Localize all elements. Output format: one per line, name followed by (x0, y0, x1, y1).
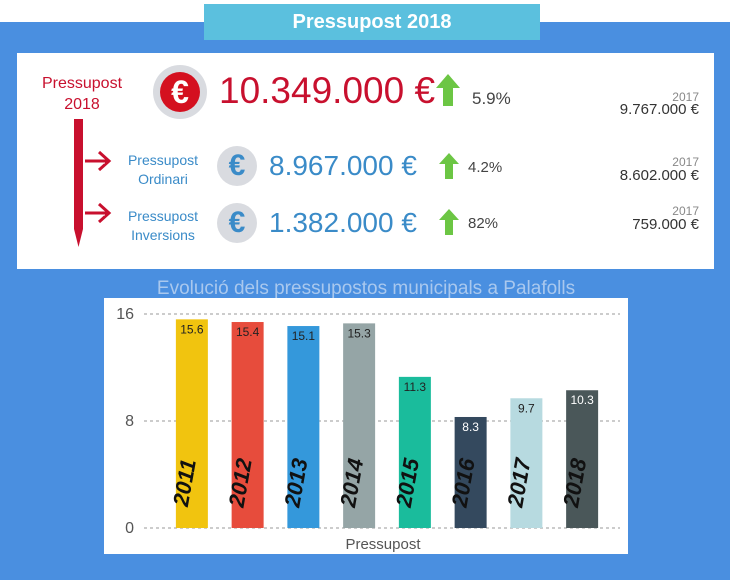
chart-title: Evolució dels pressupostos municipals a … (156, 278, 576, 299)
inversions-label-line1: Pressupost (127, 208, 199, 224)
bar (510, 398, 543, 528)
bar (398, 376, 431, 528)
up-arrow-icon (439, 209, 459, 235)
y-tick-label: 8 (125, 413, 134, 430)
euro-coin-icon: € (217, 203, 257, 243)
data-label: 9.7 (518, 401, 535, 415)
up-arrow-icon (436, 74, 460, 106)
main-budget-amount: 10.349.000 € (219, 70, 436, 111)
main-budget-label: Pressupost 2018 (37, 73, 127, 115)
bar (343, 323, 376, 528)
data-label: 11.3 (404, 380, 427, 394)
breakdown-connector-icon (74, 119, 112, 247)
ordinari-prev-amount: 8.602.000 € (619, 167, 699, 184)
inversions-label: Pressupost Inversions (103, 207, 223, 245)
inversions-prev-amount: 759.000 € (632, 216, 699, 233)
bars-layer: 15.6201115.4201215.1201315.3201411.32015… (168, 319, 599, 528)
ordinari-label: Pressupost Ordinari (103, 151, 223, 189)
euro-symbol: € (160, 72, 200, 112)
main-growth-percent: 5.9% (472, 89, 511, 108)
page-title: Pressupost 2018 (204, 4, 540, 40)
bar (175, 319, 208, 528)
bar (566, 390, 599, 528)
y-tick-label: 16 (116, 306, 134, 323)
data-label: 15.4 (236, 325, 260, 339)
inversions-prev-year: 2017 (672, 204, 699, 218)
y-tick-label: 0 (125, 520, 134, 537)
bar (231, 322, 264, 528)
bar (454, 416, 487, 528)
data-label: 8.3 (462, 420, 479, 434)
data-label: 15.1 (292, 329, 316, 343)
budget-summary-panel: Pressupost 2018 € 10.349.000 € 5.9% 2017… (17, 53, 714, 269)
data-label: 15.6 (180, 322, 204, 336)
chart-panel: 0 8 16 15.6 2011 15.4 2012 15.1 2013 15.3 2014 11.… (104, 298, 628, 554)
bar (287, 326, 320, 528)
main-prev-year: 2017 (672, 90, 699, 104)
data-label: 10.3 (570, 393, 594, 407)
ordinari-label-line2: Ordinari (138, 171, 188, 187)
main-prev-amount: 9.767.000 € (619, 101, 699, 118)
main-budget-label-line1: Pressupost (41, 75, 123, 92)
euro-coin-icon: € (217, 146, 257, 186)
inversions-amount: 1.382.000 € (269, 207, 417, 238)
data-label: 15.3 (347, 326, 371, 340)
euro-coin-icon: € (153, 65, 207, 119)
ordinari-label-line1: Pressupost (127, 152, 199, 168)
ordinari-prev-year: 2017 (672, 155, 699, 169)
x-axis-title: Pressupost (345, 536, 421, 553)
up-arrow-icon (439, 153, 459, 179)
ordinari-growth-percent: 4.2% (468, 159, 503, 176)
inversions-growth-percent: 82% (468, 215, 499, 232)
main-budget-label-line2: 2018 (64, 96, 100, 113)
inversions-label-line2: Inversions (131, 227, 195, 243)
bar-chart: 0 8 16 15.6201115.4201215.1201315.3201411.… (116, 306, 620, 553)
ordinari-amount: 8.967.000 € (269, 150, 417, 181)
